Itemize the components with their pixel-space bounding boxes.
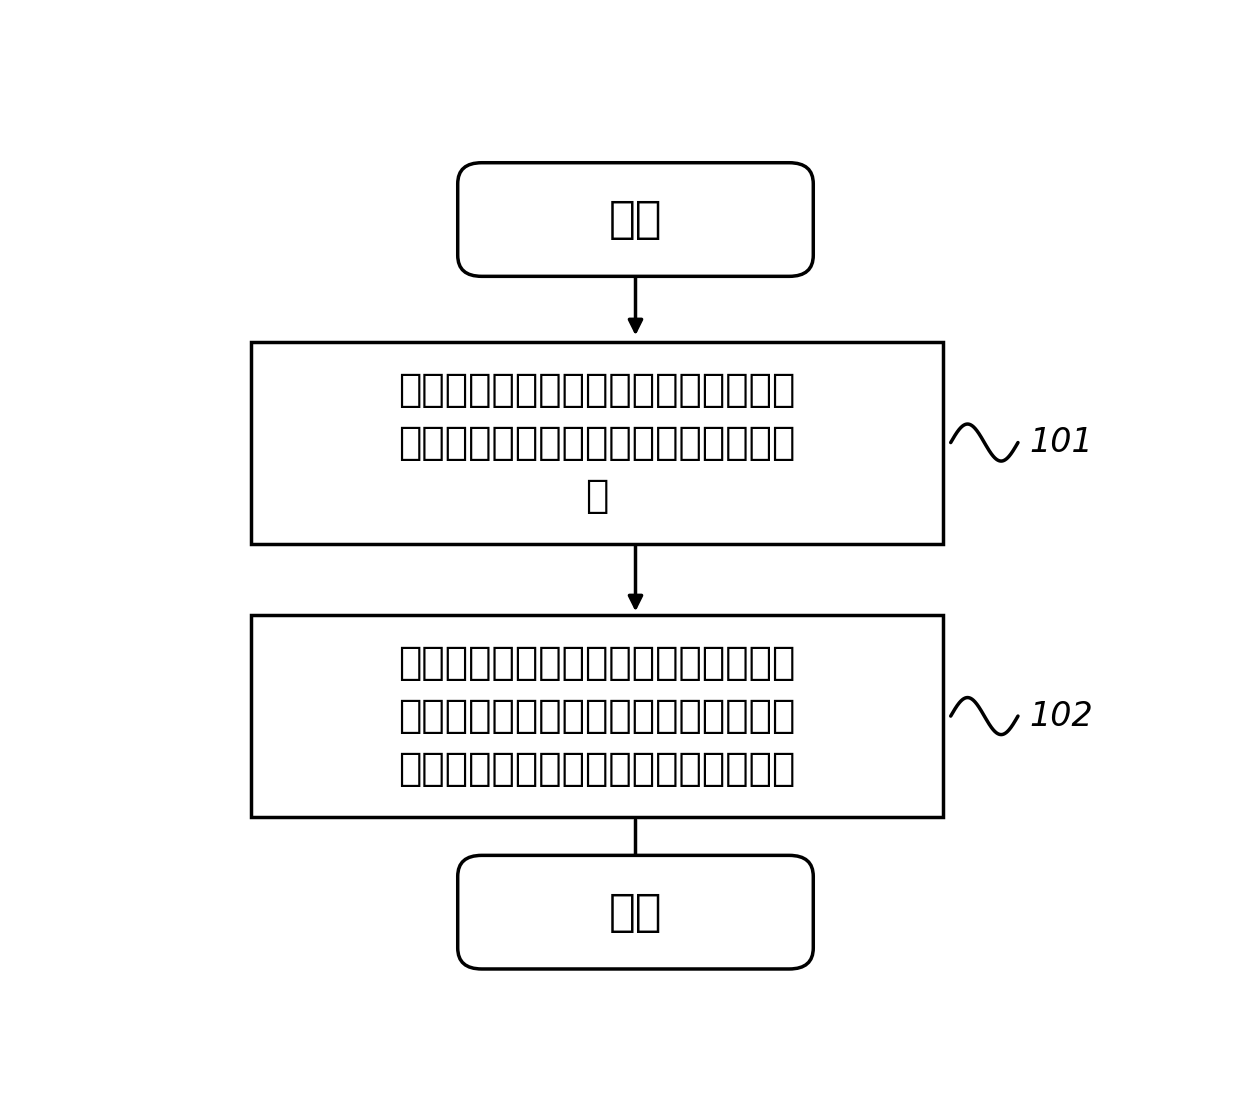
- FancyBboxPatch shape: [458, 856, 813, 969]
- FancyBboxPatch shape: [458, 163, 813, 277]
- Bar: [250, 615, 942, 818]
- Text: 开始: 开始: [609, 198, 662, 242]
- Bar: [250, 341, 942, 543]
- Text: 获取第一网络节点为终端配置的测量间
隔和第二网络节点为终端配置的测量间
隔: 获取第一网络节点为终端配置的测量间 隔和第二网络节点为终端配置的测量间 隔: [398, 371, 796, 515]
- Text: 根据所述第一网络节点为终端配置的测
量间隔和所述第二网络节点为终端配置
的测量间隔，确定终端使用的测量间隔: 根据所述第一网络节点为终端配置的测 量间隔和所述第二网络节点为终端配置 的测量间…: [398, 644, 796, 788]
- Text: 101: 101: [1029, 426, 1094, 459]
- Text: 结束: 结束: [609, 891, 662, 933]
- Text: 102: 102: [1029, 700, 1094, 732]
